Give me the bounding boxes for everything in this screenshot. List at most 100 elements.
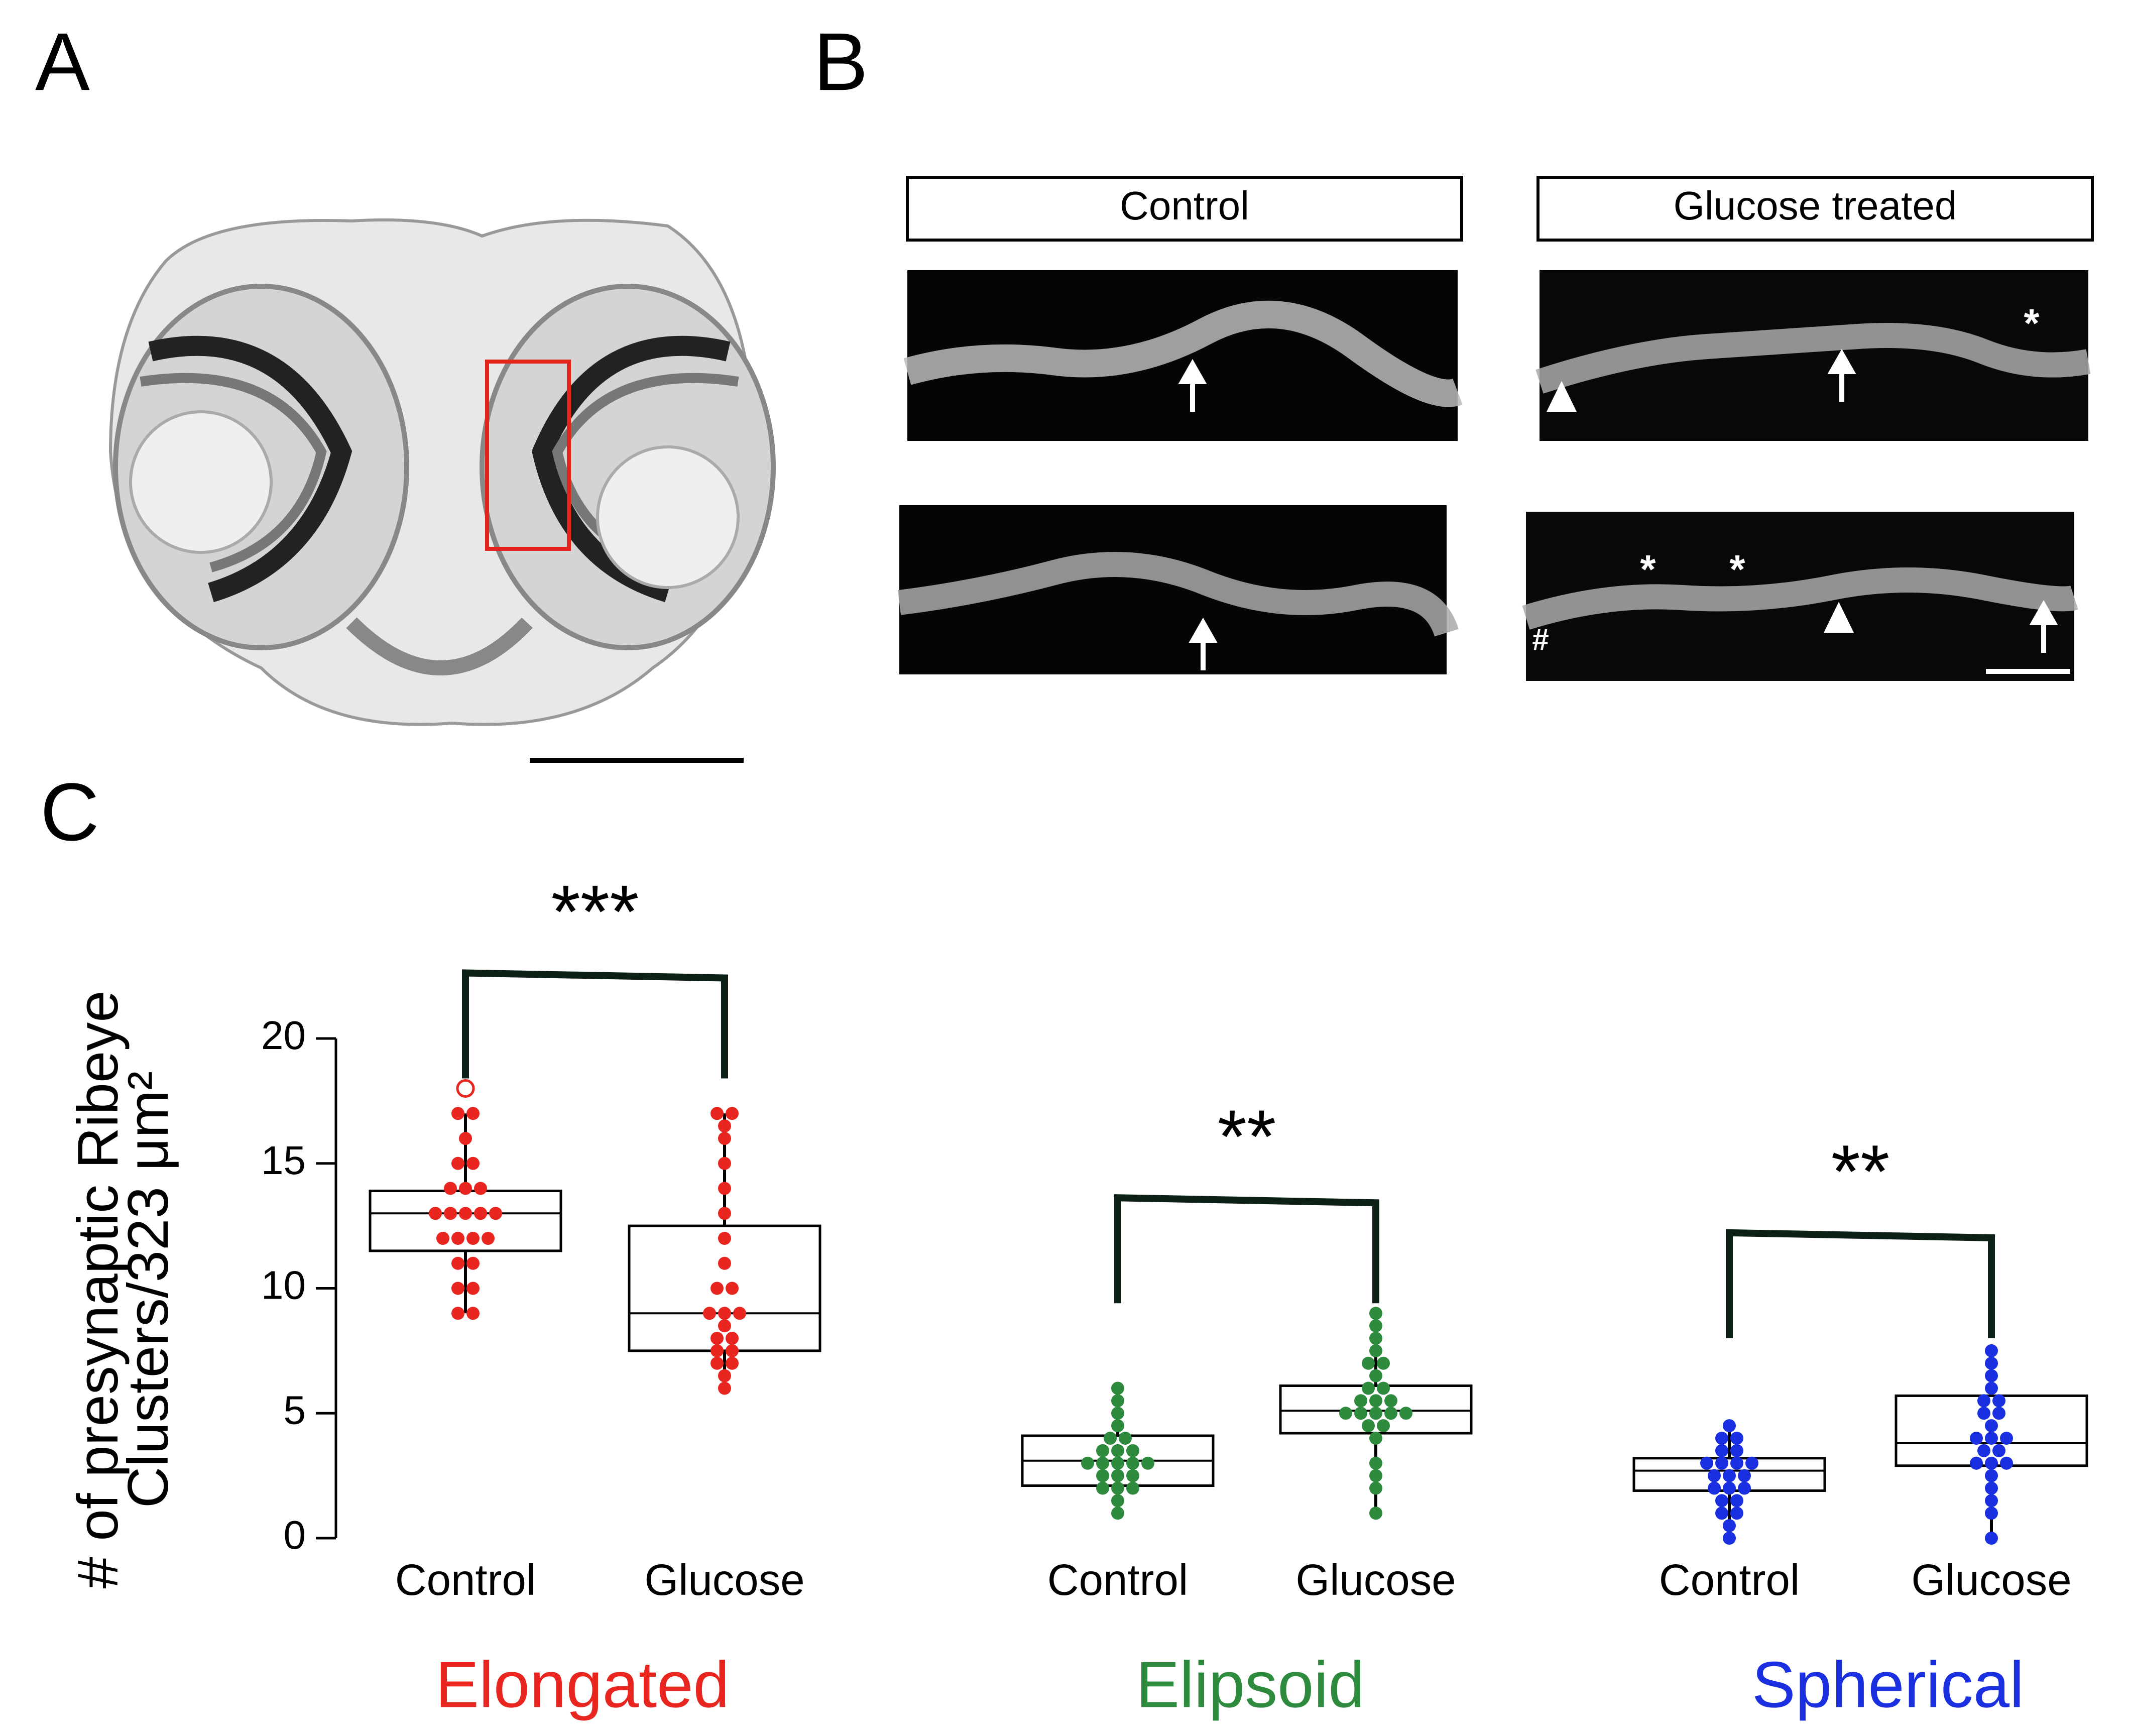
x-tick-label: Control: [1047, 1556, 1188, 1604]
dot: [1369, 1407, 1382, 1420]
dot: [718, 1381, 731, 1395]
dot: [1384, 1394, 1397, 1408]
annotation: *: [1729, 547, 1745, 592]
dot: [711, 1332, 724, 1345]
dot: [2000, 1456, 2013, 1470]
dot: [1985, 1494, 1998, 1508]
dot: [459, 1182, 472, 1195]
dot: [1985, 1419, 1998, 1433]
dot: [718, 1232, 731, 1245]
y-tick-label: 0: [284, 1513, 306, 1557]
dot: [718, 1156, 731, 1170]
dot: [711, 1356, 724, 1370]
dot: [1126, 1444, 1139, 1457]
annotation: *: [1640, 547, 1656, 592]
panel-label: A: [35, 16, 90, 107]
dot: [1985, 1369, 1998, 1382]
dot: [726, 1332, 739, 1345]
dot: [718, 1256, 731, 1270]
significance-bracket: [462, 969, 728, 1079]
dot: [1369, 1344, 1382, 1357]
dot: [1730, 1456, 1743, 1470]
dot: [1977, 1407, 1990, 1420]
micrographs-b: Control Glucose treated * * * #: [897, 176, 2094, 681]
dot: [2000, 1432, 2013, 1445]
dot: [1985, 1507, 1998, 1520]
dot: [703, 1307, 716, 1320]
annotation: *: [2024, 301, 2040, 345]
dot: [1096, 1444, 1109, 1457]
x-tick-label: Control: [1659, 1556, 1800, 1604]
dot: [1369, 1507, 1382, 1520]
dot: [1119, 1432, 1132, 1445]
dot: [429, 1207, 442, 1220]
dot: [1985, 1481, 1998, 1495]
dot: [1715, 1444, 1728, 1457]
dot: [466, 1282, 480, 1295]
dot: [1723, 1469, 1736, 1482]
dot: [1985, 1344, 1998, 1357]
dot: [1362, 1356, 1375, 1370]
panel-label: C: [40, 766, 99, 858]
x-tick-label: Control: [395, 1556, 536, 1604]
dot: [1985, 1356, 1998, 1370]
significance: ***: [551, 869, 639, 954]
dot: [718, 1182, 731, 1195]
dot: [1369, 1307, 1382, 1320]
micrograph-a: [108, 218, 776, 763]
dot: [1723, 1532, 1736, 1545]
dot: [1985, 1381, 1998, 1395]
dot: [726, 1344, 739, 1357]
dot: [1723, 1519, 1736, 1533]
dot: [459, 1207, 472, 1220]
dot: [436, 1232, 449, 1245]
dot: [718, 1119, 731, 1133]
dot: [1141, 1456, 1154, 1470]
group-label: Elipsoid: [1136, 1648, 1364, 1721]
dot: [711, 1282, 724, 1295]
dot: [489, 1207, 502, 1220]
dot: [1081, 1456, 1094, 1470]
dot: [451, 1232, 464, 1245]
dot: [1354, 1407, 1367, 1420]
box: [369, 1189, 562, 1252]
panel-label: B: [813, 16, 868, 107]
dot: [1369, 1319, 1382, 1333]
dot: [1399, 1407, 1412, 1420]
dot: [1126, 1481, 1139, 1495]
dot: [466, 1156, 480, 1170]
dot: [1369, 1369, 1382, 1382]
dot: [1096, 1456, 1109, 1470]
dot: [1700, 1456, 1713, 1470]
y-tick-label: 10: [261, 1263, 306, 1308]
y-tick-label: 20: [261, 1013, 306, 1058]
dot: [726, 1356, 739, 1370]
significance-bracket: [1726, 1229, 1995, 1338]
dot: [1111, 1394, 1124, 1408]
dot: [1377, 1381, 1390, 1395]
dot: [466, 1256, 480, 1270]
header: Control: [1120, 183, 1249, 228]
dot: [726, 1282, 739, 1295]
dot: [1723, 1481, 1736, 1495]
y-axis-label: Clusters/323 μm²: [116, 1071, 180, 1508]
dot: [1715, 1456, 1728, 1470]
dot: [1339, 1407, 1352, 1420]
dot: [1730, 1444, 1743, 1457]
significance: **: [1218, 1094, 1276, 1179]
dot: [1730, 1507, 1743, 1520]
dot: [459, 1132, 472, 1145]
dot: [1985, 1469, 1998, 1482]
dot: [1970, 1432, 1983, 1445]
y-axis-label: # of presynaptic Ribeye: [66, 990, 130, 1588]
dot: [718, 1319, 731, 1333]
dot: [1126, 1456, 1139, 1470]
dot: [1723, 1419, 1736, 1433]
dot: [1985, 1456, 1998, 1470]
dot: [1738, 1469, 1751, 1482]
dot: [1362, 1419, 1375, 1433]
dot: [1745, 1456, 1758, 1470]
dot: [1362, 1381, 1375, 1395]
dot: [1377, 1356, 1390, 1370]
x-tick-label: Glucose: [644, 1556, 804, 1604]
